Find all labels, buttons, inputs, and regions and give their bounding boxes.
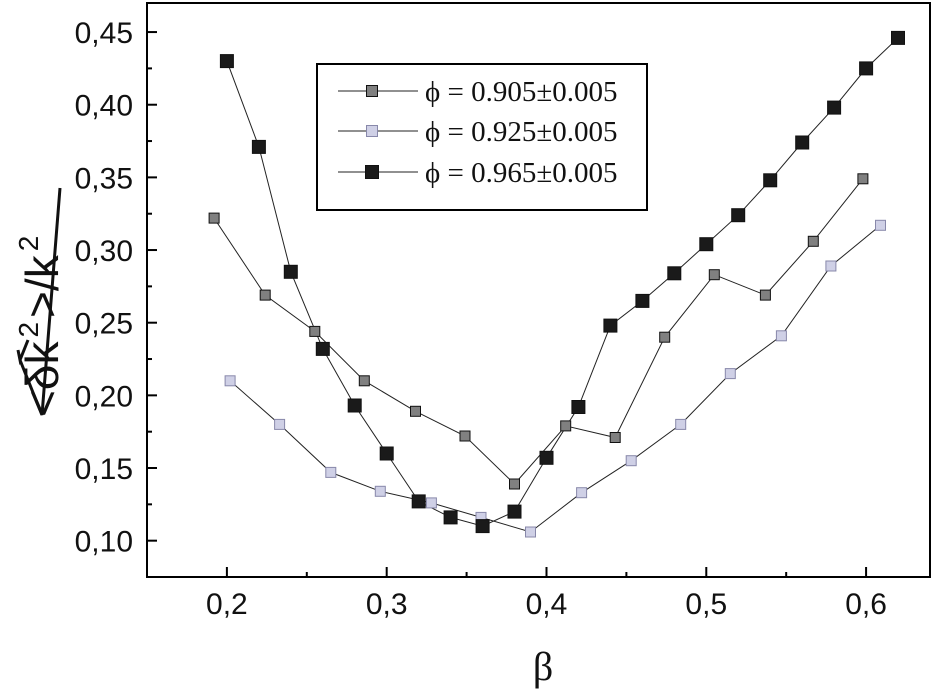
legend-marker-3 xyxy=(365,165,379,179)
data-point-series-3 xyxy=(443,510,458,525)
y-tick-label: 0,35 xyxy=(75,162,133,195)
y-label-sup-1: 2 xyxy=(13,322,44,338)
data-point-series-2 xyxy=(625,455,637,467)
data-point-series-1 xyxy=(509,478,520,490)
y-axis-label: <δk 2 >/k 2 xyxy=(13,187,68,417)
data-point-series-2 xyxy=(425,497,437,509)
legend-label-1: ϕ = 0.905±0.005 xyxy=(425,76,618,108)
data-point-series-1 xyxy=(659,331,671,343)
data-point-series-3 xyxy=(347,398,362,413)
axis-ticks: 0,2 0,3 0,4 0,5 0,6 0,10 0,15 0,20 0,25 0,30 0,35 0… xyxy=(75,17,887,621)
data-point-series-3 xyxy=(379,446,394,461)
y-tick-label: 0,20 xyxy=(75,380,133,413)
x-tick-label: 0,6 xyxy=(845,588,887,621)
data-point-series-1 xyxy=(208,212,220,224)
series-line-3 xyxy=(226,37,899,527)
sqrt-radical xyxy=(16,187,62,416)
data-point-series-3 xyxy=(315,341,330,356)
data-point-series-3 xyxy=(859,61,874,76)
legend: ϕ = 0.905±0.005 ϕ = 0.925±0.005 ϕ = 0.965±… xyxy=(316,63,648,211)
data-point-series-3 xyxy=(219,54,234,69)
legend-marker-2 xyxy=(366,125,378,137)
data-point-series-2 xyxy=(825,260,837,272)
data-point-series-1 xyxy=(309,325,321,337)
data-point-series-3 xyxy=(603,318,618,333)
data-point-series-1 xyxy=(609,432,621,443)
data-point-series-3 xyxy=(763,173,778,188)
data-point-series-2 xyxy=(724,368,736,380)
y-tick-label: 0,10 xyxy=(75,526,133,559)
data-point-series-2 xyxy=(224,375,236,387)
y-label-part-2: >/k xyxy=(16,254,68,318)
y-tick-label: 0,15 xyxy=(75,453,133,486)
data-point-series-2 xyxy=(775,330,787,342)
data-point-series-2 xyxy=(325,466,337,478)
data-point-series-3 xyxy=(731,208,746,223)
data-point-series-1 xyxy=(708,269,720,281)
y-label-part-1: <δk xyxy=(16,341,68,417)
y-tick-label: 0,30 xyxy=(75,235,133,268)
series-line-2 xyxy=(229,224,881,533)
plot-frame xyxy=(146,2,931,578)
series-markers xyxy=(208,30,905,538)
x-axis-label: β xyxy=(533,644,553,689)
data-point-series-1 xyxy=(857,173,869,185)
legend-label-2: ϕ = 0.925±0.005 xyxy=(425,116,618,148)
x-tick-label: 0,5 xyxy=(685,588,727,621)
data-point-series-1 xyxy=(759,289,771,301)
data-point-series-3 xyxy=(507,504,522,519)
data-point-series-3 xyxy=(827,100,842,115)
x-tick-label: 0,2 xyxy=(206,588,248,621)
data-point-series-3 xyxy=(475,519,490,534)
data-point-series-2 xyxy=(875,219,886,231)
data-point-series-3 xyxy=(571,400,586,414)
data-point-series-1 xyxy=(410,405,421,417)
y-tick-label: 0,40 xyxy=(75,90,133,123)
data-point-series-2 xyxy=(274,418,286,430)
data-point-series-3 xyxy=(635,293,650,308)
data-point-series-3 xyxy=(539,450,554,465)
data-point-series-1 xyxy=(560,420,572,432)
y-tick-label: 0,45 xyxy=(75,17,133,50)
y-label-sup-2: 2 xyxy=(13,236,44,252)
data-point-series-2 xyxy=(525,526,536,538)
data-point-series-3 xyxy=(795,135,810,150)
legend-label-3: ϕ = 0.965±0.005 xyxy=(425,157,618,189)
data-point-series-3 xyxy=(283,264,298,279)
data-point-series-2 xyxy=(374,485,386,497)
data-point-series-1 xyxy=(358,375,370,387)
svg-text:<δk 2 >/k: <δk 2 >/k 2 xyxy=(13,236,68,417)
data-point-series-1 xyxy=(459,430,471,442)
data-point-series-3 xyxy=(411,494,426,509)
legend-marker-1 xyxy=(366,85,378,97)
data-point-series-2 xyxy=(576,487,588,499)
data-point-series-3 xyxy=(699,237,714,252)
data-point-series-3 xyxy=(891,30,905,45)
data-point-series-1 xyxy=(259,289,271,301)
data-point-series-3 xyxy=(667,266,682,281)
x-tick-label: 0,3 xyxy=(366,588,408,621)
data-point-series-3 xyxy=(251,139,266,154)
data-point-series-1 xyxy=(807,235,819,247)
y-tick-label: 0,25 xyxy=(75,308,133,341)
data-point-series-2 xyxy=(675,418,687,430)
x-tick-label: 0,4 xyxy=(526,588,568,621)
